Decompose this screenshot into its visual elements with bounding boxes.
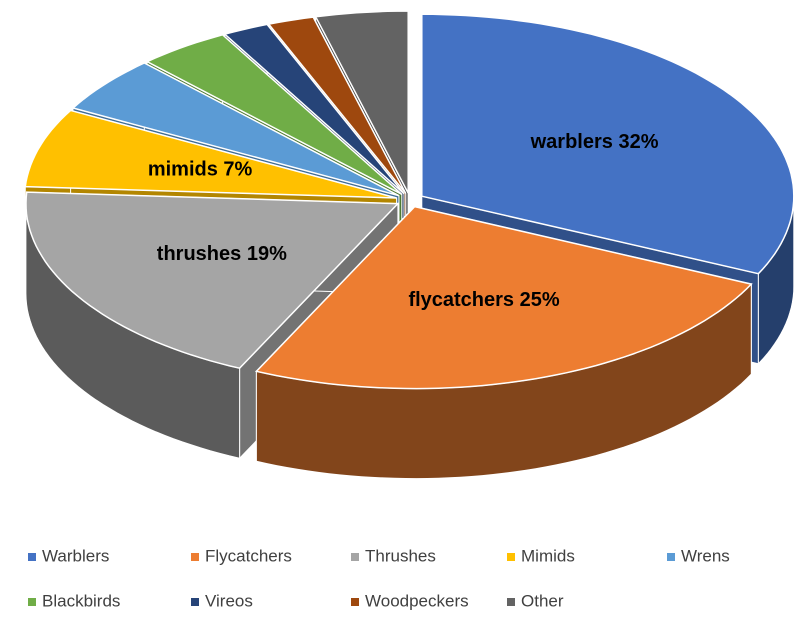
legend-swatch [351, 553, 359, 561]
legend-label: Other [521, 591, 564, 610]
legend-label: Blackbirds [42, 591, 120, 610]
slice-top [145, 33, 403, 195]
slice-top [267, 16, 407, 194]
legend-label: Mimids [521, 546, 575, 565]
slice-top [24, 109, 397, 199]
legend-swatch [507, 598, 515, 606]
legend-label: Thrushes [365, 546, 436, 565]
legend-label: Flycatchers [205, 546, 292, 565]
slice-top [25, 191, 400, 370]
data-label: warblers 32% [530, 131, 659, 153]
legend-swatch [351, 598, 359, 606]
slice-top [314, 10, 409, 194]
slice-top [421, 13, 795, 275]
slice-top [254, 205, 753, 390]
legend-swatch [507, 553, 515, 561]
slice [254, 205, 753, 480]
data-label: flycatchers 25% [408, 289, 559, 311]
legend-label: Woodpeckers [365, 591, 469, 610]
legend-swatch [191, 598, 199, 606]
legend-swatch [28, 553, 36, 561]
legend-swatch [28, 598, 36, 606]
slice-top [223, 23, 405, 195]
data-label: mimids 7% [148, 158, 253, 180]
legend-swatch [667, 553, 675, 561]
data-label: thrushes 19% [157, 243, 287, 265]
legend-label: Wrens [681, 546, 730, 565]
slice-top [71, 62, 400, 197]
legend-swatch [191, 553, 199, 561]
legend-label: Vireos [205, 591, 253, 610]
legend-label: Warblers [42, 546, 109, 565]
